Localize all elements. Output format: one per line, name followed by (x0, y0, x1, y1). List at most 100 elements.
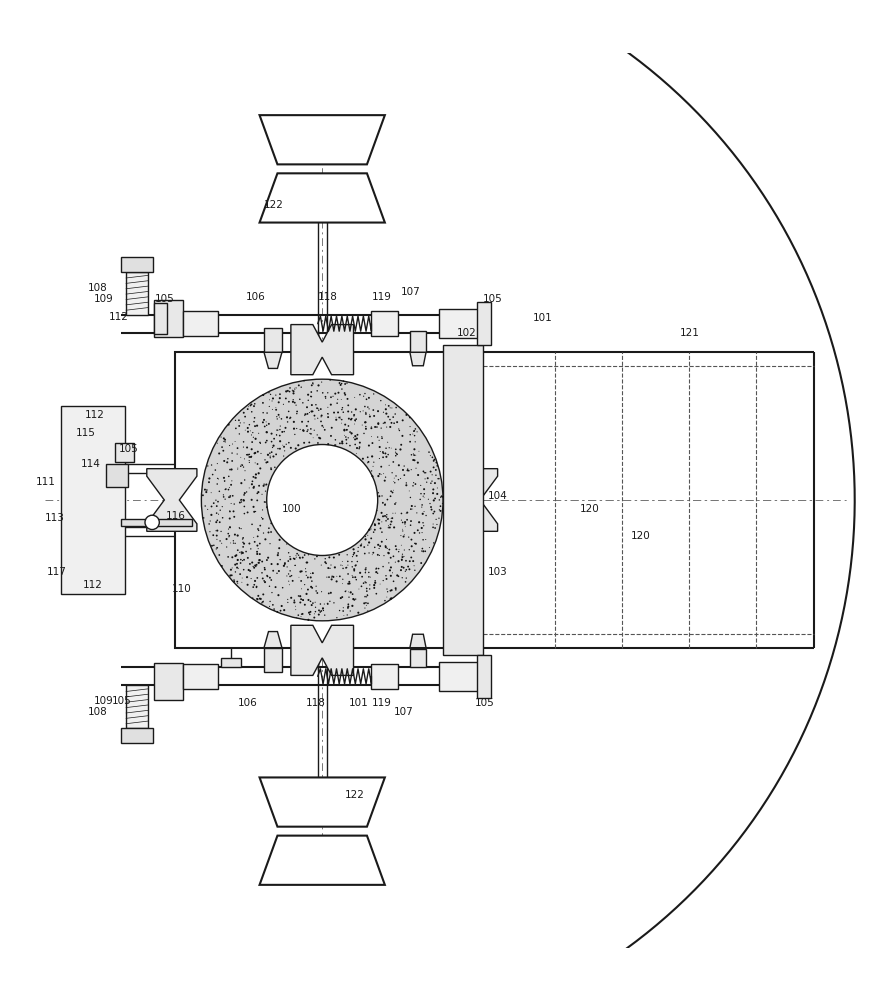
Point (401, 483, 416, 499)
Point (334, 376, 349, 392)
Point (198, 482, 212, 498)
Point (317, 551, 332, 567)
Point (381, 511, 395, 527)
Point (338, 417, 352, 433)
Point (297, 373, 311, 389)
Point (361, 454, 375, 470)
Point (392, 422, 406, 438)
Point (395, 546, 409, 562)
Point (283, 380, 297, 396)
Point (273, 422, 287, 438)
Point (364, 429, 378, 445)
Point (240, 569, 254, 585)
Point (418, 531, 433, 547)
Point (371, 416, 385, 432)
Point (295, 395, 309, 411)
Point (384, 550, 398, 566)
Point (358, 529, 372, 545)
Point (237, 485, 251, 501)
Point (331, 404, 345, 420)
Point (226, 572, 240, 588)
Point (316, 419, 330, 435)
Point (268, 399, 283, 415)
Point (309, 427, 324, 443)
Point (283, 384, 297, 400)
Point (228, 557, 242, 573)
Point (258, 434, 273, 450)
Point (377, 593, 392, 609)
Point (236, 492, 250, 508)
Point (236, 493, 250, 509)
Point (281, 383, 295, 399)
Point (249, 485, 264, 501)
Point (287, 426, 301, 442)
Point (232, 521, 247, 537)
Point (347, 563, 361, 579)
Point (346, 591, 360, 607)
Point (281, 566, 295, 582)
Point (350, 554, 364, 570)
Point (296, 592, 310, 608)
Point (257, 573, 271, 589)
Point (341, 566, 355, 582)
Point (351, 441, 366, 457)
Point (303, 569, 317, 585)
Point (423, 448, 437, 464)
Point (365, 448, 379, 464)
Point (368, 564, 383, 580)
Point (196, 487, 210, 503)
Point (347, 561, 361, 577)
Point (249, 546, 264, 562)
Text: 120: 120 (579, 504, 599, 514)
Point (416, 532, 430, 548)
Polygon shape (121, 519, 192, 526)
Point (370, 547, 384, 563)
Point (248, 573, 262, 589)
Point (418, 508, 433, 524)
Point (362, 409, 376, 425)
Bar (371, 311, 398, 336)
Point (428, 511, 443, 527)
Point (346, 541, 360, 557)
Point (223, 488, 237, 504)
Point (371, 561, 385, 577)
Point (378, 538, 392, 554)
Point (299, 399, 314, 415)
Point (235, 570, 249, 586)
Point (342, 603, 357, 619)
Point (327, 559, 342, 575)
Text: 116: 116 (165, 511, 185, 521)
Bar (477, 302, 491, 345)
Point (240, 439, 254, 455)
Point (335, 435, 350, 451)
Point (249, 558, 263, 574)
Point (388, 406, 402, 422)
Point (365, 468, 379, 484)
Point (251, 425, 266, 441)
Point (298, 597, 312, 613)
Point (320, 406, 334, 422)
Point (388, 580, 402, 596)
Polygon shape (447, 469, 497, 531)
Point (381, 545, 395, 561)
Point (247, 398, 261, 414)
Point (339, 422, 353, 438)
Point (417, 489, 431, 505)
Point (225, 488, 240, 504)
Point (276, 448, 291, 464)
Point (372, 512, 386, 528)
Point (281, 553, 295, 569)
Point (304, 573, 318, 589)
Point (367, 419, 382, 435)
Point (406, 423, 420, 439)
Point (372, 547, 386, 563)
Point (256, 478, 270, 494)
Point (217, 453, 232, 469)
Point (221, 549, 235, 565)
Point (358, 404, 373, 420)
Point (320, 399, 334, 415)
Point (367, 573, 382, 589)
Point (345, 559, 359, 575)
Point (354, 536, 368, 552)
Point (210, 435, 224, 451)
